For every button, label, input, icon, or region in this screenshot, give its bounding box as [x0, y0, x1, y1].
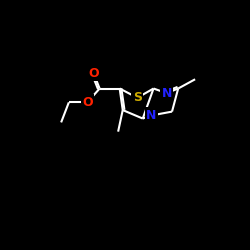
Text: N: N [162, 87, 172, 100]
Text: S: S [133, 91, 142, 104]
Text: N: N [146, 109, 156, 122]
Text: O: O [88, 66, 99, 80]
Text: O: O [82, 96, 93, 109]
